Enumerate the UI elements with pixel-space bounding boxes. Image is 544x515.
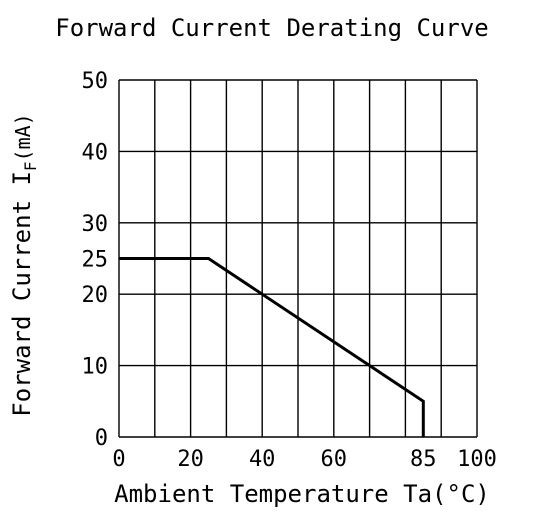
y-tick-label: 20 bbox=[82, 283, 109, 308]
y-tick-labels: 0 10 20 25 30 40 50 bbox=[82, 69, 109, 451]
x-tick-label: 85 bbox=[410, 447, 437, 472]
x-tick-label: 60 bbox=[321, 447, 348, 472]
y-axis-label-main: Forward Current I bbox=[8, 171, 36, 417]
x-tick-label: 20 bbox=[177, 447, 204, 472]
x-tick-label: 0 bbox=[112, 447, 125, 472]
x-axis-label: Ambient Temperature Ta(°C) bbox=[114, 480, 490, 508]
derating-curve-line bbox=[119, 257, 425, 437]
x-tick-label: 40 bbox=[249, 447, 276, 472]
grid-lines bbox=[118, 79, 478, 438]
chart-title: Forward Current Derating Curve bbox=[55, 14, 488, 42]
x-tick-labels: 0 20 40 60 85 100 bbox=[112, 447, 497, 472]
x-tick-label: 100 bbox=[457, 447, 497, 472]
y-axis-label-unit: (mA) bbox=[11, 113, 35, 161]
y-tick-label: 0 bbox=[95, 426, 108, 451]
y-axis-label-subscript: F bbox=[21, 161, 40, 171]
y-tick-label: 30 bbox=[82, 212, 109, 237]
y-tick-label: 50 bbox=[82, 69, 109, 94]
y-tick-label: 10 bbox=[82, 355, 109, 380]
y-tick-label: 25 bbox=[82, 248, 109, 273]
y-tick-label: 40 bbox=[82, 140, 109, 165]
data-series bbox=[119, 257, 425, 437]
y-axis-label: Forward Current IF(mA) bbox=[8, 113, 40, 416]
